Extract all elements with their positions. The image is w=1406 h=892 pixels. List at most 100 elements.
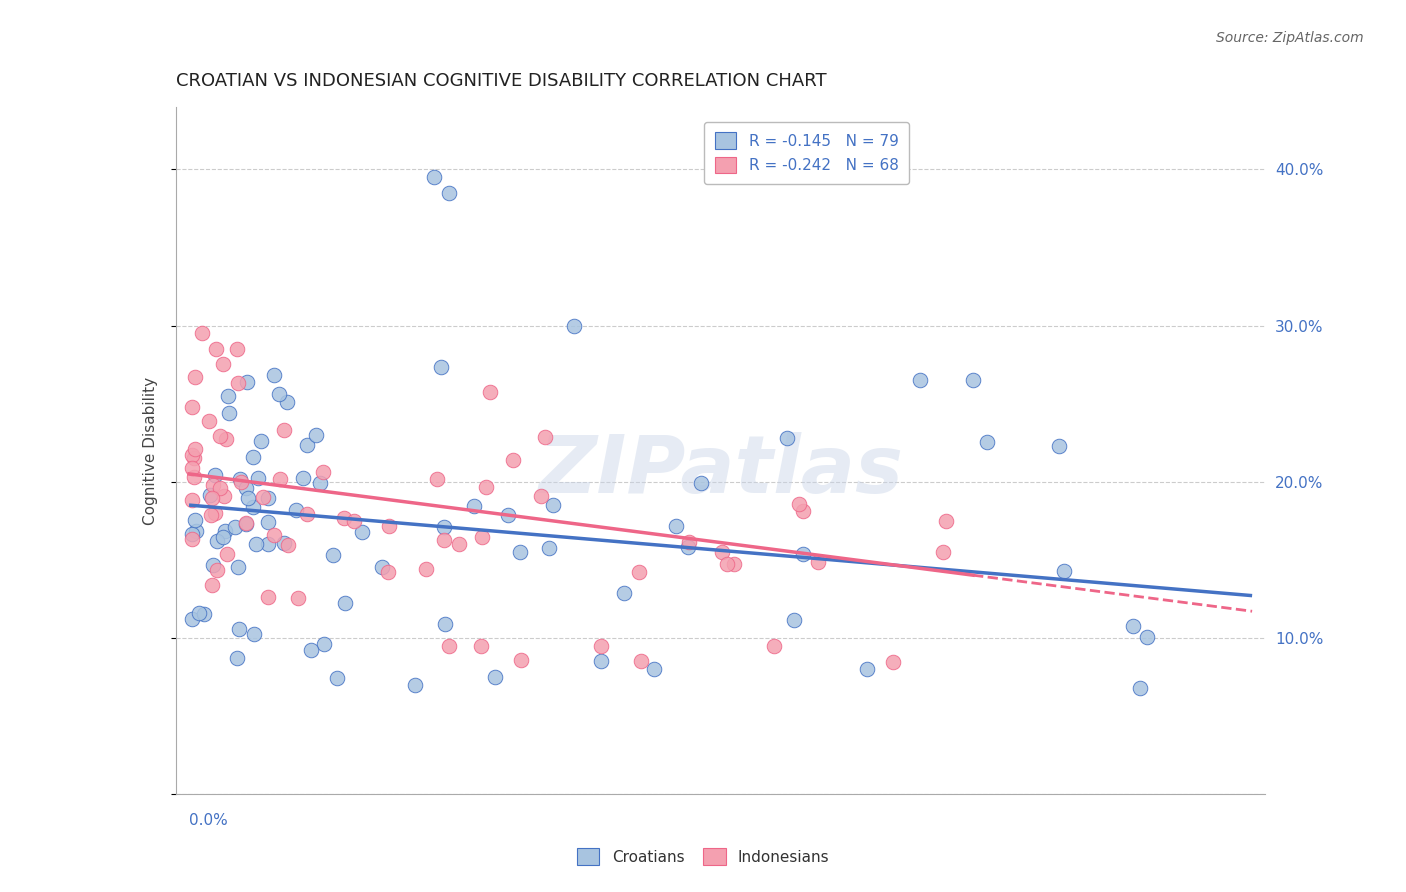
Point [214, 489, 236, 503]
Legend: Croatians, Indonesians: Croatians, Indonesians [571, 842, 835, 871]
Point [792, 504, 814, 518]
Point [463, 499, 485, 513]
Point [1136, 630, 1159, 644]
Point [231, 475, 253, 490]
Point [242, 450, 264, 464]
Point [422, 170, 444, 185]
Point [882, 655, 904, 669]
Point [257, 516, 280, 530]
Point [534, 430, 557, 444]
Point [184, 512, 207, 526]
Point [787, 497, 810, 511]
Point [204, 342, 226, 356]
Point [690, 476, 713, 491]
Point [208, 429, 231, 443]
Point [201, 478, 224, 492]
Point [325, 671, 347, 685]
Point [180, 400, 202, 414]
Point [236, 491, 259, 506]
Point [665, 519, 688, 533]
Point [643, 662, 665, 676]
Point [257, 590, 280, 604]
Point [322, 548, 344, 562]
Point [242, 500, 264, 514]
Point [449, 537, 471, 551]
Point [263, 368, 285, 382]
Point [433, 519, 456, 533]
Point [723, 557, 745, 571]
Point [509, 545, 531, 559]
Point [215, 432, 238, 446]
Point [191, 326, 214, 341]
Point [198, 487, 221, 501]
Point [235, 517, 257, 532]
Point [530, 489, 553, 503]
Point [180, 493, 202, 508]
Point [217, 389, 239, 403]
Point [287, 591, 309, 605]
Point [215, 547, 238, 561]
Point [1047, 439, 1070, 453]
Point [471, 530, 494, 544]
Point [439, 639, 461, 653]
Point [186, 524, 208, 538]
Point [589, 639, 612, 653]
Point [612, 586, 634, 600]
Point [776, 431, 799, 445]
Point [214, 524, 236, 538]
Point [226, 651, 249, 665]
Point [433, 617, 456, 632]
Point [224, 520, 246, 534]
Point [180, 460, 202, 475]
Point [935, 514, 957, 528]
Point [343, 514, 366, 528]
Point [541, 498, 564, 512]
Point [762, 639, 785, 653]
Point [855, 662, 877, 676]
Point [225, 342, 247, 356]
Point [314, 636, 336, 650]
Point [218, 405, 240, 419]
Point [295, 437, 318, 451]
Point [589, 654, 612, 668]
Point [256, 491, 278, 506]
Point [183, 470, 205, 484]
Point [180, 533, 202, 547]
Point [908, 373, 931, 387]
Point [377, 566, 399, 580]
Point [352, 524, 374, 539]
Point [204, 467, 226, 482]
Point [273, 423, 295, 437]
Point [180, 612, 202, 626]
Point [1052, 564, 1074, 578]
Point [276, 395, 298, 409]
Point [1129, 681, 1152, 695]
Point [235, 481, 257, 495]
Point [184, 370, 207, 384]
Point [630, 654, 652, 668]
Point [807, 555, 830, 569]
Point [439, 186, 461, 200]
Point [333, 596, 356, 610]
Point [962, 373, 984, 387]
Point [479, 385, 502, 400]
Point [309, 476, 332, 491]
Point [243, 627, 266, 641]
Point [627, 565, 650, 579]
Point [226, 559, 249, 574]
Point [564, 318, 586, 333]
Point [537, 541, 560, 555]
Point [180, 448, 202, 462]
Point [792, 547, 814, 561]
Point [783, 614, 806, 628]
Point [193, 607, 215, 621]
Point [235, 516, 257, 531]
Point [228, 622, 250, 636]
Legend: R = -0.145   N = 79, R = -0.242   N = 68: R = -0.145 N = 79, R = -0.242 N = 68 [704, 121, 910, 184]
Point [249, 434, 271, 448]
Point [200, 508, 222, 523]
Text: 0.0%: 0.0% [188, 814, 228, 828]
Point [299, 643, 322, 657]
Point [269, 386, 291, 401]
Point [678, 535, 700, 549]
